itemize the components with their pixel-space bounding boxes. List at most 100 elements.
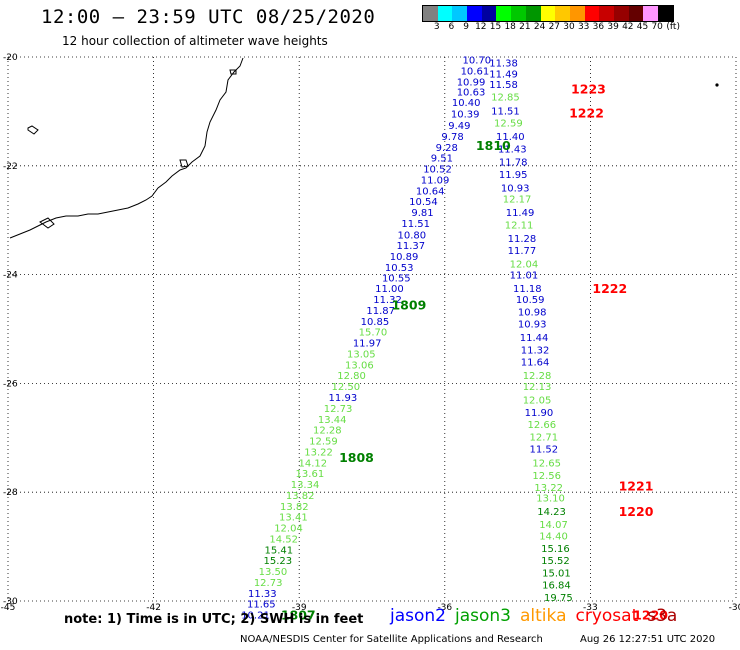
wave-height-label: 12.65	[532, 458, 561, 469]
wave-height-label: 13.05	[347, 349, 376, 360]
wave-height-label: 11.01	[510, 271, 539, 282]
wave-height-label: 9.78	[441, 132, 463, 143]
wave-height-label: 10.89	[390, 252, 419, 263]
color-scale-labels: 3 6 9 12 15 18 21 24 27 30 33 36 39 42 45 70 (ft)	[422, 22, 732, 34]
color-swatch	[643, 6, 658, 21]
wave-height-label: 11.87	[366, 306, 395, 317]
pass-time-label: 1220	[633, 608, 668, 623]
color-scale-tick: 9	[463, 22, 469, 32]
island-d	[229, 69, 237, 75]
wave-height-label: 11.77	[508, 246, 537, 257]
wave-height-label: 12.04	[510, 260, 539, 271]
wave-height-label: 10.21	[241, 611, 270, 622]
wave-height-label: 11.78	[499, 157, 528, 168]
wave-height-label: 9.49	[448, 121, 470, 132]
island-a	[27, 125, 39, 135]
wave-height-label: 11.28	[508, 234, 537, 245]
legend-item-cryosat: cryosat	[575, 606, 639, 626]
wave-height-label: 9.81	[411, 208, 433, 219]
wave-height-label: 15.52	[541, 556, 570, 567]
wave-height-label: 14.07	[539, 520, 568, 531]
chart-title: 12:00 – 23:59 UTC 08/25/2020	[41, 6, 376, 28]
lat-tick-label: -20	[3, 53, 18, 63]
wave-height-label: 10.54	[409, 197, 438, 208]
color-swatch	[496, 6, 512, 21]
wave-height-label: 10.53	[385, 263, 414, 274]
legend-item-jason3: jason3	[455, 606, 511, 626]
wave-height-label: 11.38	[489, 58, 518, 69]
wave-height-label: 13.82	[286, 491, 315, 502]
wave-height-label: 14.23	[537, 507, 566, 518]
lat-tick-label: -30	[3, 597, 18, 607]
wave-height-label: 12.73	[324, 404, 353, 415]
pass-time-labels: 1223 1222 1810 1809 1222 1808 1221 1220 1807 1220	[281, 82, 668, 623]
wave-height-label: 11.49	[506, 208, 535, 219]
color-swatch	[569, 6, 585, 21]
color-scale-tick: 45	[636, 22, 649, 32]
wave-height-label: 12.17	[503, 194, 532, 205]
pass-time-label: 1222	[592, 281, 627, 296]
lon-tick-label: -33	[583, 603, 598, 613]
wave-height-label: 11.43	[498, 144, 527, 155]
wave-height-label: 11.93	[329, 393, 358, 404]
wave-height-label: 16.84	[542, 581, 571, 592]
wave-height-label: 12.05	[523, 396, 552, 407]
wave-height-label: 10.55	[382, 273, 411, 284]
color-scale-tick: 42	[622, 22, 634, 32]
lon-tick-label: -36	[437, 603, 452, 613]
wave-height-label: 11.58	[489, 80, 518, 91]
lon-tick-label: -45	[1, 603, 16, 613]
color-swatch	[437, 6, 453, 21]
color-scale-tick: 3	[433, 22, 440, 32]
wave-height-label: 15.01	[542, 569, 571, 580]
wave-height-label: 15.23	[264, 556, 293, 567]
wave-height-label: 11.49	[489, 69, 518, 80]
color-swatch	[525, 6, 541, 21]
wave-height-label: 13.82	[280, 502, 309, 513]
wave-height-label: 11.64	[521, 358, 550, 369]
color-scale-tick: 12	[475, 22, 487, 32]
wave-height-label: 13.41	[279, 513, 308, 524]
color-scale-tick: 21	[519, 22, 531, 32]
pass-time-label: 1809	[391, 298, 426, 313]
pass-time-label: 1221	[619, 479, 654, 494]
observation-labels: 10.7010.6110.9910.6310.4010.399.499.789.…	[241, 56, 572, 622]
pass-time-label: 1220	[619, 504, 654, 519]
wave-height-label: 11.51	[491, 106, 520, 117]
color-swatch	[423, 6, 438, 21]
wave-height-label: 11.37	[397, 241, 426, 252]
color-scale-tick: 36	[592, 22, 605, 32]
wave-height-label: 10.93	[518, 320, 547, 331]
wave-height-label: 10.80	[397, 230, 426, 241]
pass-time-label: 1807	[281, 608, 316, 623]
brazil-coastline	[9, 57, 244, 239]
wave-height-label: 12.80	[337, 371, 366, 382]
lat-tick-label: -28	[3, 488, 18, 498]
color-swatch	[511, 6, 526, 21]
wave-height-label: 13.10	[536, 494, 565, 505]
color-swatch	[481, 6, 497, 21]
wave-height-label: 10.98	[518, 308, 547, 319]
lat-lon-grid	[7, 56, 737, 602]
wave-height-label: 10.99	[457, 77, 486, 88]
wave-height-label: 12.56	[532, 471, 561, 482]
legend-item-altika: altika	[520, 606, 567, 626]
wave-height-label: 13.22	[304, 447, 333, 458]
wave-height-label: 13.61	[296, 469, 325, 480]
wave-height-label: 10.61	[461, 67, 490, 78]
wave-height-label: 10.59	[516, 295, 545, 306]
wave-height-label: 15.70	[359, 328, 388, 339]
color-scale-unit: (ft)	[666, 22, 680, 32]
coastline	[9, 57, 719, 239]
wave-height-label: 11.18	[513, 284, 542, 295]
legend-item-jason2: jason2	[390, 606, 446, 626]
island-e	[715, 83, 719, 87]
wave-height-label: 13.34	[291, 480, 320, 491]
wave-height-label: 10.39	[451, 110, 480, 121]
wave-height-label: 11.44	[520, 333, 549, 344]
wave-height-label: 12.73	[254, 578, 283, 589]
satellite-legend: jason2 jason3 altika cryosat s3a	[390, 606, 686, 626]
wave-height-label: 10.40	[452, 98, 481, 109]
credit-line: NOAA/NESDIS Center for Satellite Applica…	[240, 634, 543, 645]
lat-tick-label: -26	[3, 379, 18, 389]
